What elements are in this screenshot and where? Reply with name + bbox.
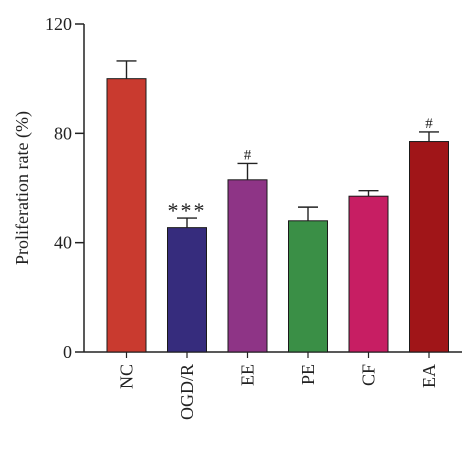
y-ticks: 0 40 80 120 [45, 14, 84, 362]
x-tick-label: OGD/R [177, 364, 197, 420]
bar [409, 141, 449, 353]
bar [288, 220, 328, 353]
bars [106, 60, 449, 353]
x-tick-labels: NC OGD/R EE PE CF EA [117, 352, 439, 420]
significance-label: *** [168, 198, 207, 223]
y-tick-label: 80 [54, 123, 72, 143]
y-axis-title: Proliferation rate (%) [12, 111, 33, 265]
x-tick-label: CF [359, 364, 379, 386]
x-tick-label: NC [117, 364, 137, 389]
significance-annotations: *** # # [168, 116, 434, 223]
bar [227, 179, 268, 353]
significance-label: # [425, 116, 433, 132]
y-tick-label: 0 [63, 342, 72, 362]
bar [106, 78, 147, 353]
x-tick-label: EA [419, 364, 439, 388]
bar [167, 227, 207, 353]
bar [348, 195, 389, 353]
x-tick-label: PE [298, 364, 318, 385]
significance-label: # [244, 147, 252, 163]
y-tick-label: 120 [45, 14, 72, 34]
y-tick-label: 40 [54, 233, 72, 253]
x-tick-label: EE [238, 364, 258, 386]
axes [83, 24, 462, 353]
